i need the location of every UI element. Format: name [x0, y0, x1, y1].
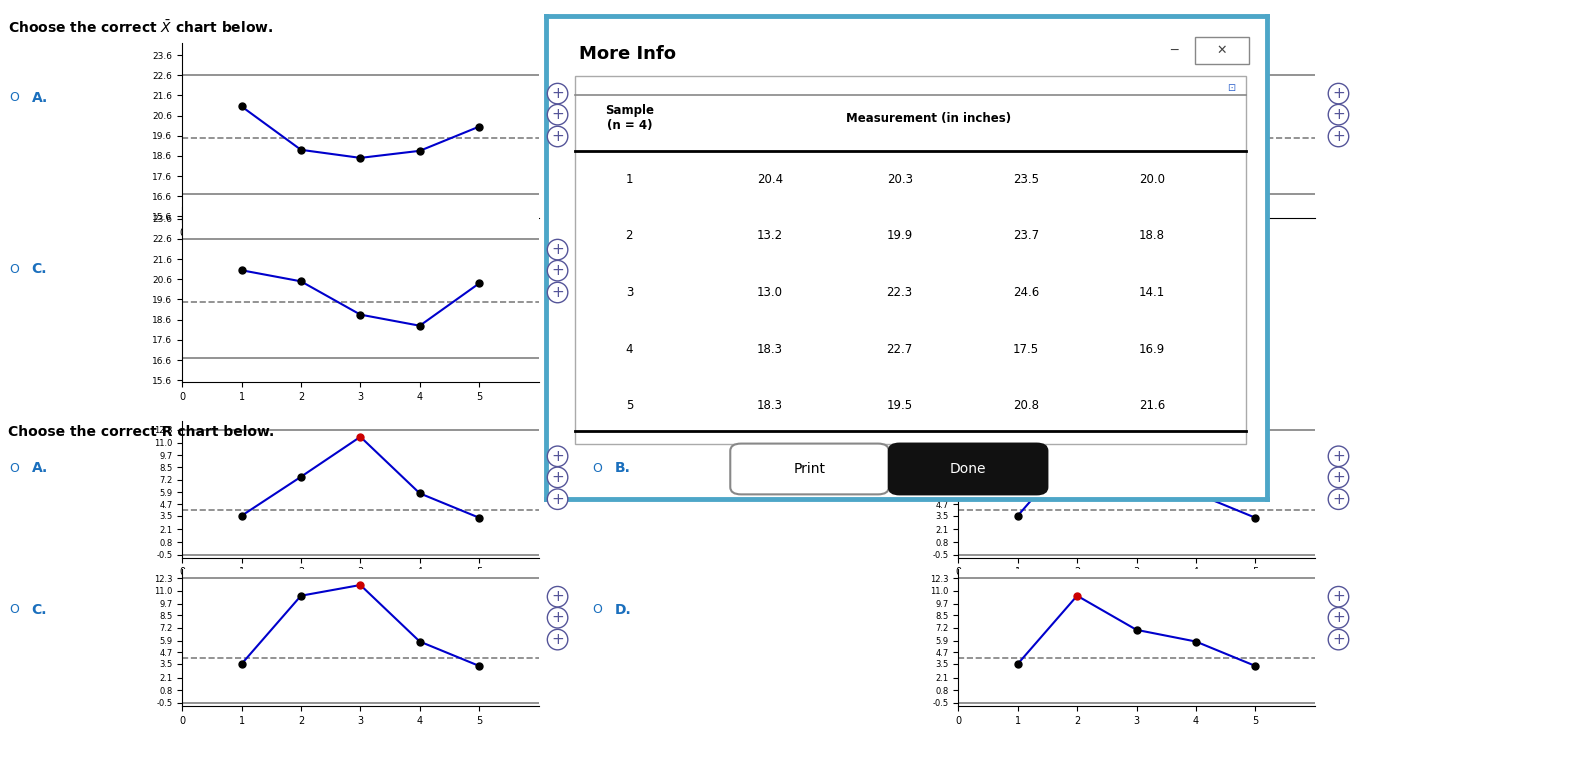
FancyBboxPatch shape — [730, 444, 889, 495]
Text: +: + — [551, 589, 564, 604]
Text: +: + — [551, 470, 564, 485]
Text: 21.6: 21.6 — [1139, 399, 1164, 412]
Text: +: + — [551, 242, 564, 257]
Text: +: + — [551, 263, 564, 278]
Text: B.: B. — [615, 461, 630, 475]
Text: 22.7: 22.7 — [887, 342, 912, 356]
Text: 20.0: 20.0 — [1139, 173, 1164, 186]
Text: +: + — [551, 86, 564, 101]
Text: +: + — [551, 107, 564, 122]
Text: 19.5: 19.5 — [887, 399, 912, 412]
Text: +: + — [1332, 589, 1345, 604]
FancyBboxPatch shape — [889, 444, 1047, 495]
Text: O: O — [10, 91, 19, 104]
Text: +: + — [1332, 107, 1345, 122]
Text: 5: 5 — [626, 399, 634, 412]
Text: 22.3: 22.3 — [887, 286, 912, 299]
Text: ✕: ✕ — [1217, 44, 1228, 57]
Text: O: O — [592, 462, 602, 474]
Text: +: + — [551, 448, 564, 464]
Text: 4: 4 — [626, 342, 634, 356]
Text: 14.1: 14.1 — [1139, 286, 1164, 299]
Text: 18.3: 18.3 — [757, 399, 782, 412]
Bar — [575, 76, 1245, 444]
Text: 20.4: 20.4 — [757, 173, 782, 186]
Text: ⊡: ⊡ — [1228, 83, 1236, 93]
Text: +: + — [1332, 491, 1345, 507]
Text: C.: C. — [32, 603, 48, 617]
Text: 13.0: 13.0 — [757, 286, 782, 299]
Text: ─: ─ — [1169, 44, 1177, 57]
Text: +: + — [1332, 632, 1345, 647]
Text: 2: 2 — [626, 229, 634, 243]
Text: C.: C. — [32, 262, 48, 276]
Text: 13.2: 13.2 — [757, 229, 782, 243]
Text: A.: A. — [32, 90, 48, 105]
Text: +: + — [1332, 610, 1345, 626]
Text: O: O — [592, 604, 602, 616]
Text: Choose the correct $\bar{X}$ chart below.: Choose the correct $\bar{X}$ chart below… — [8, 20, 274, 37]
Bar — [1196, 37, 1250, 64]
Text: +: + — [551, 491, 564, 507]
Text: +: + — [551, 285, 564, 300]
Text: 18.8: 18.8 — [1139, 229, 1164, 243]
Text: D.: D. — [615, 603, 632, 617]
Text: +: + — [551, 632, 564, 647]
Text: +: + — [1332, 448, 1345, 464]
Text: 17.5: 17.5 — [1012, 342, 1039, 356]
Text: 23.5: 23.5 — [1012, 173, 1039, 186]
Text: Sample
(n = 4): Sample (n = 4) — [605, 105, 654, 133]
Text: 20.8: 20.8 — [1012, 399, 1039, 412]
Text: Choose the correct R chart below.: Choose the correct R chart below. — [8, 425, 274, 439]
Text: 24.6: 24.6 — [1012, 286, 1039, 299]
Text: +: + — [1332, 470, 1345, 485]
Text: A.: A. — [32, 461, 48, 475]
Text: O: O — [10, 604, 19, 616]
Text: 16.9: 16.9 — [1139, 342, 1164, 356]
Text: 19.9: 19.9 — [887, 229, 912, 243]
Text: 1: 1 — [626, 173, 634, 186]
Text: O: O — [10, 263, 19, 275]
Text: +: + — [551, 129, 564, 144]
Text: 20.3: 20.3 — [887, 173, 912, 186]
Text: 18.3: 18.3 — [757, 342, 782, 356]
Text: Print: Print — [794, 462, 825, 476]
Text: O: O — [10, 462, 19, 474]
Text: Done: Done — [950, 462, 987, 476]
Text: +: + — [551, 610, 564, 626]
Text: 23.7: 23.7 — [1012, 229, 1039, 243]
Text: Measurement (in inches): Measurement (in inches) — [846, 112, 1011, 125]
Text: 3: 3 — [626, 286, 634, 299]
Text: +: + — [1332, 129, 1345, 144]
Text: More Info: More Info — [578, 45, 676, 63]
Text: +: + — [1332, 86, 1345, 101]
